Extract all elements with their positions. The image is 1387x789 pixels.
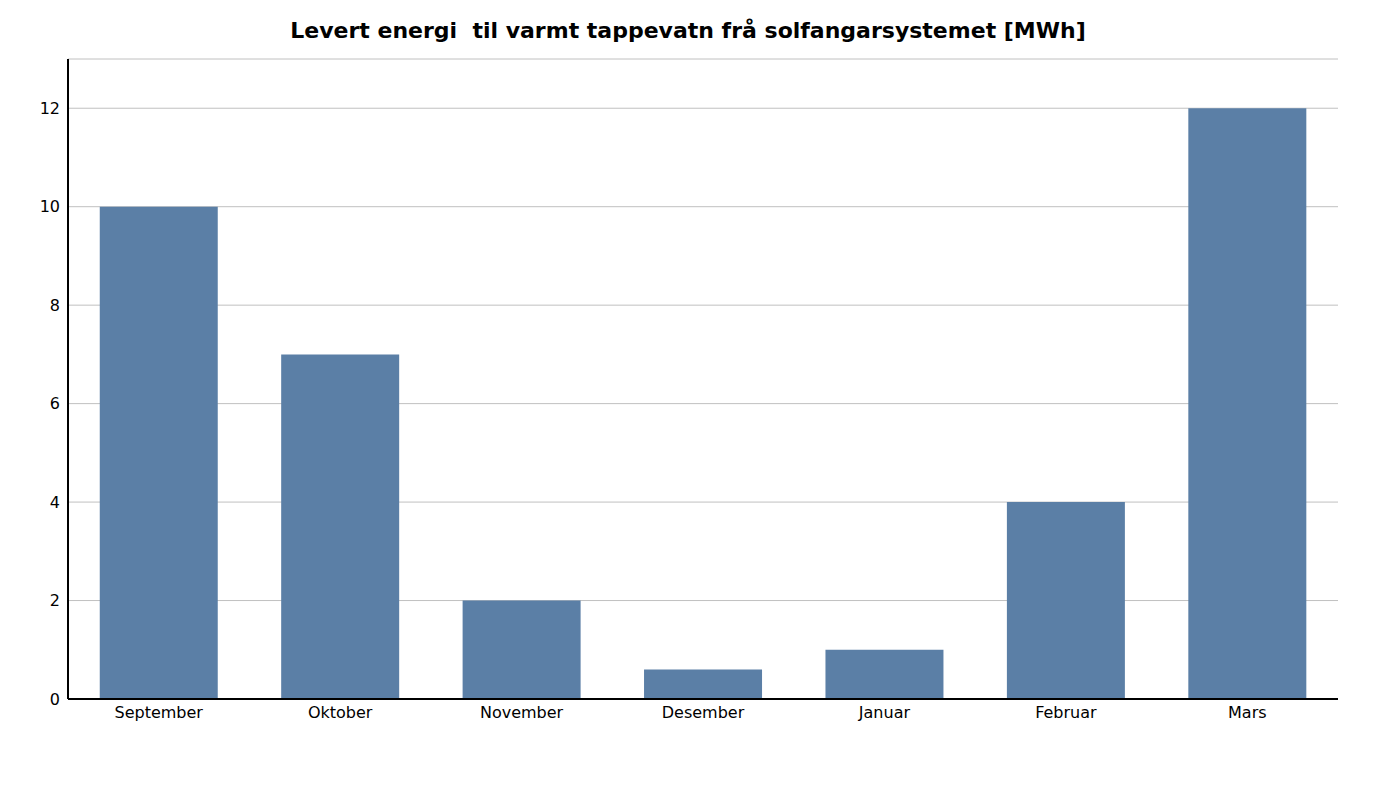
svg-text:Februar: Februar: [1035, 703, 1097, 722]
svg-text:Januar: Januar: [858, 703, 911, 722]
svg-text:0: 0: [50, 690, 60, 709]
svg-text:12: 12: [40, 99, 60, 118]
svg-text:Mars: Mars: [1228, 703, 1267, 722]
html-text:Levert energi til varmt tappev: Levert energi til varmt tappevatn frå so…: [290, 18, 1086, 43]
svg-text:6: 6: [50, 394, 60, 413]
svg-text:8: 8: [50, 296, 60, 315]
svg-text:4: 4: [50, 493, 60, 512]
svg-text:2: 2: [50, 591, 60, 610]
svg-text:Oktober: Oktober: [308, 703, 373, 722]
svg-text:Desember: Desember: [662, 703, 745, 722]
svg-text:10: 10: [40, 197, 60, 216]
svg-text:September: September: [114, 703, 203, 722]
svg-text:November: November: [480, 703, 564, 722]
